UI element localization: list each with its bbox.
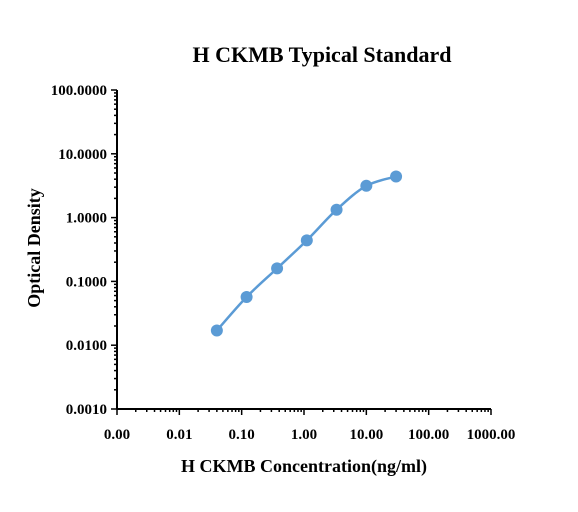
x-tick-label: 1.00 bbox=[291, 427, 317, 443]
data-point bbox=[330, 203, 343, 216]
y-tick-label: 0.0100 bbox=[66, 338, 107, 354]
y-tick-label: 0.0010 bbox=[66, 402, 107, 418]
y-tick-label: 1.0000 bbox=[66, 211, 107, 227]
y-tick-label: 100.0000 bbox=[51, 83, 107, 99]
y-axis-title: Optical Density bbox=[24, 188, 44, 308]
data-point bbox=[300, 234, 313, 247]
series-line bbox=[215, 175, 397, 332]
data-point bbox=[240, 290, 253, 303]
x-tick-label: 0.10 bbox=[229, 427, 255, 443]
x-axis: 0.00 0.01 0.10 1.00 10.00 100.00 1000.00 bbox=[104, 408, 516, 443]
data-point bbox=[390, 170, 403, 183]
data-point bbox=[210, 324, 223, 337]
x-tick-label: 0.00 bbox=[104, 427, 130, 443]
data-points bbox=[210, 170, 403, 337]
y-tick-label: 10.0000 bbox=[58, 147, 107, 163]
x-tick-label: 1000.00 bbox=[467, 427, 516, 443]
y-tick-label: 0.1000 bbox=[66, 274, 107, 290]
data-point bbox=[271, 262, 284, 275]
chart-title: H CKMB Typical Standard bbox=[193, 42, 452, 67]
data-point bbox=[360, 179, 373, 192]
x-tick-label: 100.00 bbox=[408, 427, 449, 443]
y-axis: 0.0010 0.0100 0.1000 1.0000 10.0000 100.0000 bbox=[51, 83, 118, 418]
x-axis-title: H CKMB Concentration(ng/ml) bbox=[181, 456, 427, 477]
x-tick-label: 0.01 bbox=[166, 427, 192, 443]
x-tick-label: 10.00 bbox=[349, 427, 383, 443]
